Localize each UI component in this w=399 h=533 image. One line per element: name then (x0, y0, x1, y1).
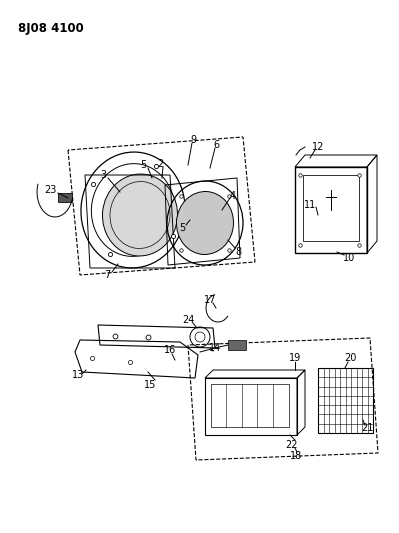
Text: 4: 4 (230, 191, 236, 201)
Bar (58, 193, 72, 202)
Text: 8: 8 (235, 247, 241, 257)
Text: 19: 19 (289, 353, 301, 363)
Text: 14: 14 (209, 343, 221, 353)
Text: 15: 15 (144, 380, 156, 390)
Bar (228, 340, 246, 350)
Text: 20: 20 (344, 353, 356, 363)
Text: 12: 12 (312, 142, 324, 152)
Text: 13: 13 (72, 370, 84, 380)
Text: 24: 24 (182, 315, 194, 325)
Text: 8J08 4100: 8J08 4100 (18, 22, 84, 35)
Text: 18: 18 (290, 451, 302, 461)
Text: 7: 7 (104, 270, 110, 280)
Bar (211, 384, 289, 427)
Text: 3: 3 (100, 170, 106, 180)
Text: 16: 16 (164, 345, 176, 355)
Text: 5: 5 (140, 160, 146, 170)
Text: 21: 21 (361, 423, 373, 433)
Text: 6: 6 (213, 140, 219, 150)
Bar (318, 368, 373, 433)
Text: 23: 23 (44, 185, 56, 195)
Ellipse shape (103, 174, 178, 256)
Text: 17: 17 (204, 295, 216, 305)
Text: 2: 2 (157, 159, 163, 169)
Text: 5: 5 (179, 223, 185, 233)
Bar (303, 175, 359, 241)
Text: 9: 9 (190, 135, 196, 145)
Text: 22: 22 (286, 440, 298, 450)
Text: 11: 11 (304, 200, 316, 210)
Text: 10: 10 (343, 253, 355, 263)
Ellipse shape (176, 191, 233, 254)
